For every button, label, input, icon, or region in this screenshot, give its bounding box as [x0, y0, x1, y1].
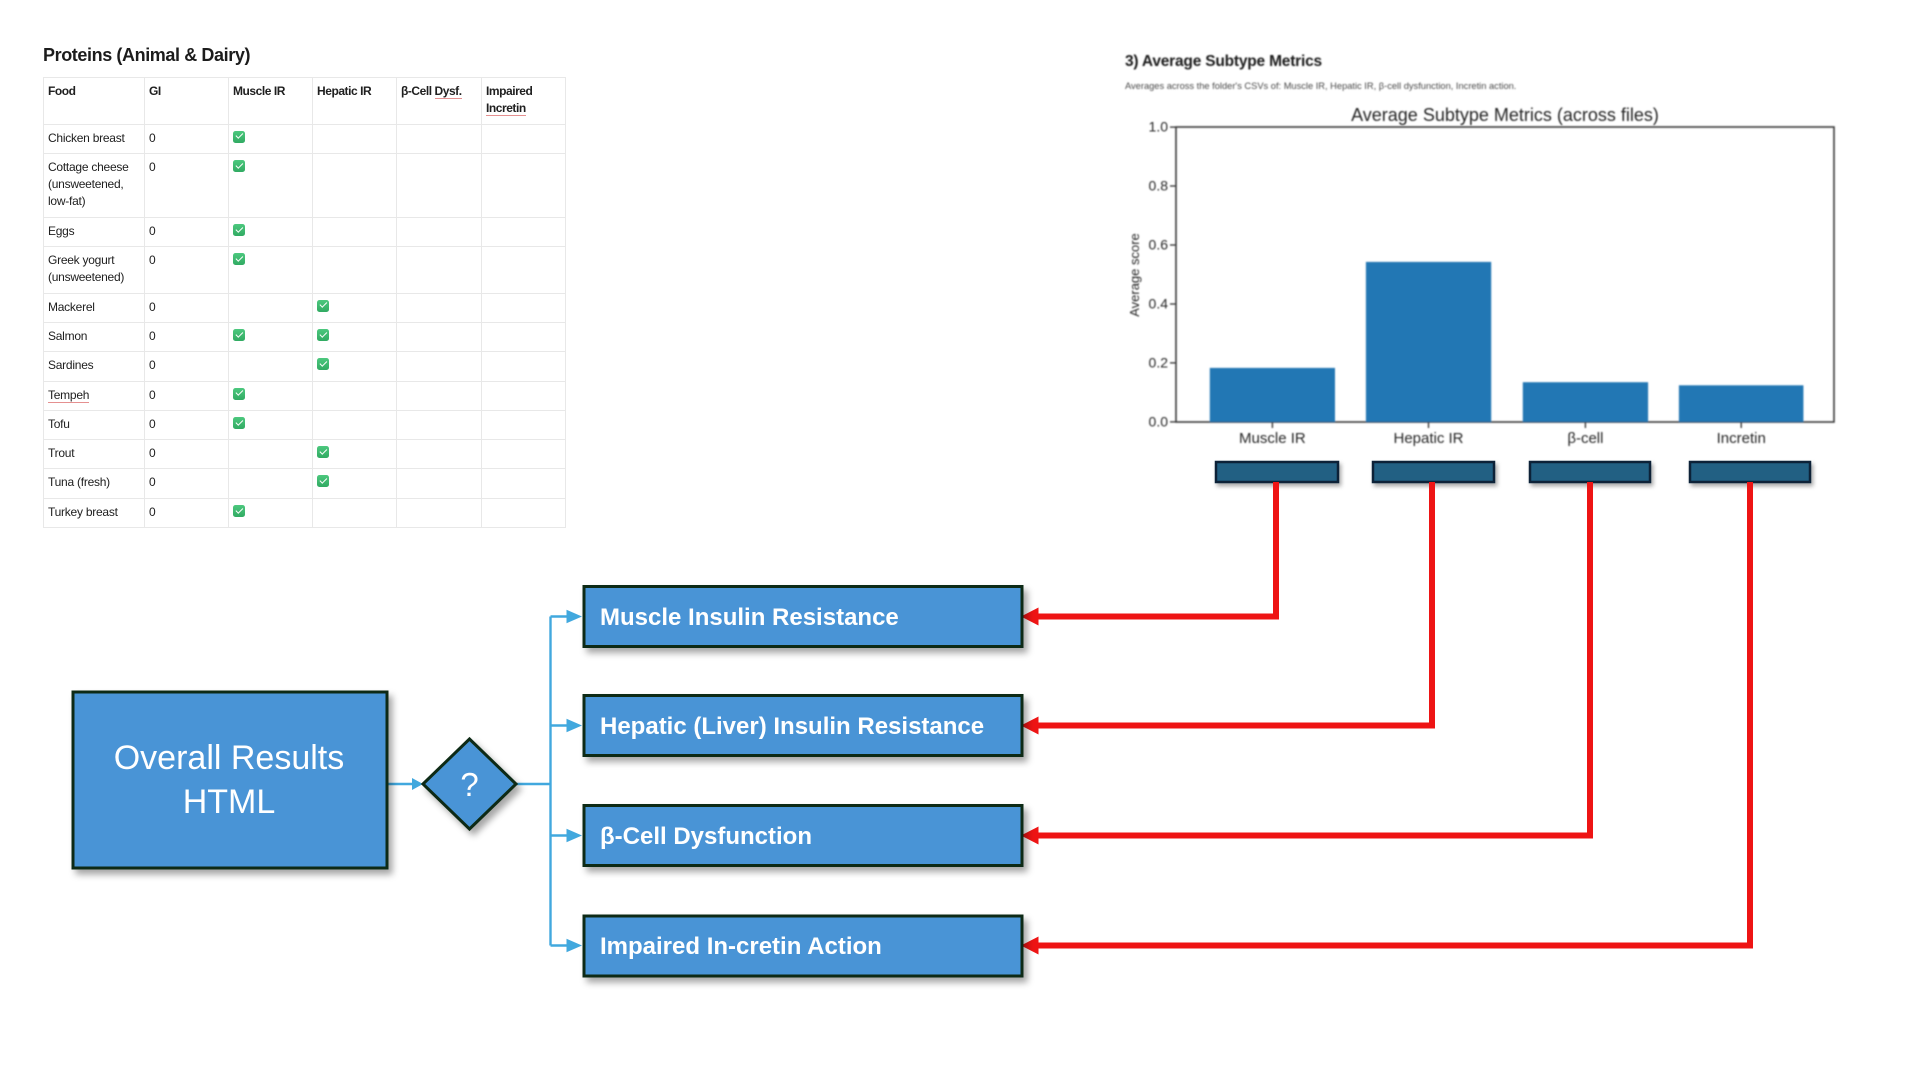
- svg-text:0.8: 0.8: [1149, 178, 1169, 194]
- svg-text:Muscle IR: Muscle IR: [1239, 430, 1306, 447]
- svg-text:3) Average Subtype Metrics: 3) Average Subtype Metrics: [1125, 53, 1322, 70]
- svg-text:Incretin: Incretin: [1717, 430, 1766, 447]
- svg-text:0.2: 0.2: [1149, 355, 1169, 371]
- svg-text:0.0: 0.0: [1149, 414, 1169, 430]
- svg-text:Hepatic (Liver) Insulin Resist: Hepatic (Liver) Insulin Resistance: [600, 713, 984, 740]
- svg-text:Overall Results: Overall Results: [114, 739, 345, 777]
- svg-text:?: ?: [460, 766, 478, 803]
- svg-text:Average score: Average score: [1127, 233, 1142, 317]
- svg-text:0.4: 0.4: [1149, 296, 1169, 312]
- svg-text:0.6: 0.6: [1149, 237, 1169, 253]
- svg-text:Hepatic IR: Hepatic IR: [1393, 430, 1463, 447]
- svg-text:β-Cell Dysfunction: β-Cell Dysfunction: [600, 823, 812, 850]
- svg-text:1.0: 1.0: [1149, 119, 1169, 135]
- svg-text:β-cell: β-cell: [1567, 430, 1603, 447]
- svg-text:Impaired In-cretin Action: Impaired In-cretin Action: [600, 933, 882, 960]
- svg-text:Averages across the folder's C: Averages across the folder's CSVs of: Mu…: [1125, 81, 1516, 91]
- svg-text:Average Subtype Metrics (acros: Average Subtype Metrics (across files): [1351, 105, 1659, 125]
- svg-text:HTML: HTML: [183, 783, 276, 821]
- svg-text:Muscle Insulin Resistance: Muscle Insulin Resistance: [600, 604, 899, 631]
